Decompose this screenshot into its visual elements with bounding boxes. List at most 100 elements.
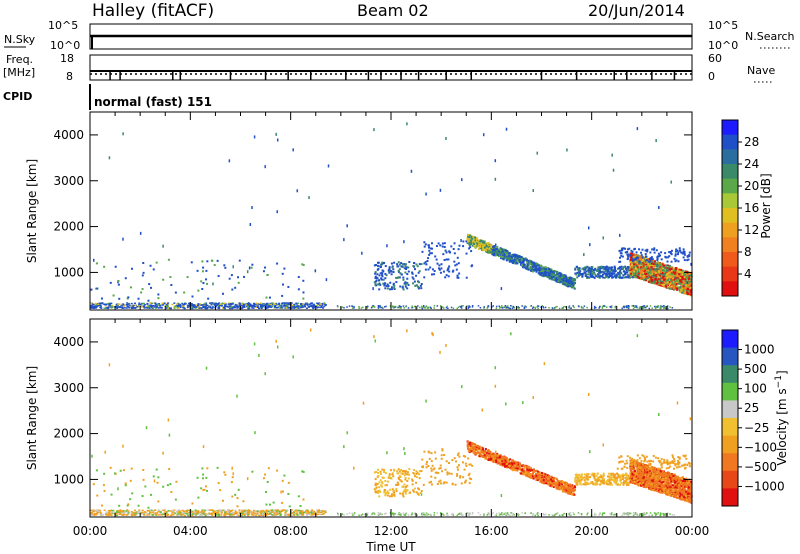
data-point [186, 510, 189, 513]
data-point [183, 302, 186, 305]
data-point [271, 509, 274, 511]
data-point [118, 303, 121, 305]
data-point [343, 306, 345, 309]
data-point [689, 291, 692, 294]
data-point [476, 242, 479, 245]
data-point [602, 273, 605, 276]
data-point [110, 307, 113, 309]
data-point [197, 511, 200, 513]
data-point [538, 267, 541, 270]
data-point [398, 306, 400, 309]
data-point [319, 513, 322, 516]
data-point [532, 306, 535, 308]
data-point [631, 305, 633, 307]
data-point [200, 280, 203, 283]
data-point [212, 511, 215, 514]
data-point [620, 267, 623, 270]
freq-label-top: Freq. [6, 53, 33, 66]
data-point [319, 303, 322, 305]
data-point [423, 241, 426, 244]
data-point [686, 282, 689, 285]
data-point [386, 244, 388, 248]
data-point [686, 255, 689, 258]
data-point [259, 511, 262, 513]
data-point [302, 263, 305, 266]
data-point [501, 248, 504, 251]
data-point [273, 307, 276, 309]
data-point [198, 305, 201, 308]
data-point [307, 509, 310, 512]
data-point [182, 305, 185, 307]
data-point [311, 511, 314, 513]
data-point [267, 513, 270, 516]
data-point [468, 236, 471, 239]
data-point [149, 511, 152, 514]
data-point [316, 304, 319, 306]
data-point [490, 244, 493, 247]
data-point [598, 271, 601, 274]
data-point [653, 271, 656, 274]
data-point [155, 261, 158, 264]
data-point [588, 269, 591, 272]
data-point [660, 264, 663, 267]
data-point [581, 275, 584, 278]
data-point [688, 272, 691, 275]
data-point [658, 274, 661, 277]
data-point [100, 297, 103, 300]
data-point [285, 302, 288, 304]
data-point [683, 276, 686, 279]
data-point [205, 303, 208, 306]
data-point [404, 283, 407, 286]
data-point [588, 276, 591, 279]
data-point [222, 306, 225, 309]
data-point [127, 512, 130, 514]
data-point [205, 278, 208, 281]
data-point [212, 282, 214, 286]
data-point [128, 306, 131, 309]
data-point [406, 277, 409, 280]
data-point [491, 249, 494, 252]
data-point [235, 512, 238, 515]
data-point [453, 242, 456, 245]
data-point [403, 282, 406, 285]
data-point [574, 267, 577, 270]
data-point [160, 514, 163, 516]
data-point [578, 272, 581, 275]
data-point [200, 304, 203, 306]
data-point [171, 303, 174, 306]
data-point [576, 276, 579, 279]
data-point [190, 261, 193, 264]
data-point [517, 307, 519, 309]
data-point [397, 270, 400, 273]
data-point [674, 254, 677, 257]
data-point [201, 513, 204, 515]
data-point [467, 234, 470, 237]
data-point [316, 302, 319, 304]
data-point [682, 287, 685, 290]
data-point [228, 159, 231, 163]
data-point [577, 268, 580, 271]
data-point [218, 303, 221, 305]
data-point [158, 302, 161, 305]
data-point [446, 305, 448, 308]
data-point [653, 305, 656, 308]
data-point [620, 265, 623, 268]
data-point [423, 276, 426, 279]
freq-tick-bottom-right: 0 [708, 70, 715, 83]
data-point [420, 263, 423, 266]
data-point [265, 305, 268, 307]
data-point [167, 510, 170, 512]
data-point [430, 307, 433, 310]
data-point [644, 279, 647, 282]
data-point [524, 305, 526, 308]
data-point [384, 265, 387, 268]
data-point [679, 275, 682, 278]
data-point [627, 305, 630, 307]
data-point [630, 263, 633, 266]
data-point [685, 276, 688, 279]
data-point [231, 306, 234, 308]
data-point [213, 510, 216, 512]
data-point [138, 304, 141, 306]
data-point [570, 277, 573, 280]
data-point [629, 256, 632, 259]
